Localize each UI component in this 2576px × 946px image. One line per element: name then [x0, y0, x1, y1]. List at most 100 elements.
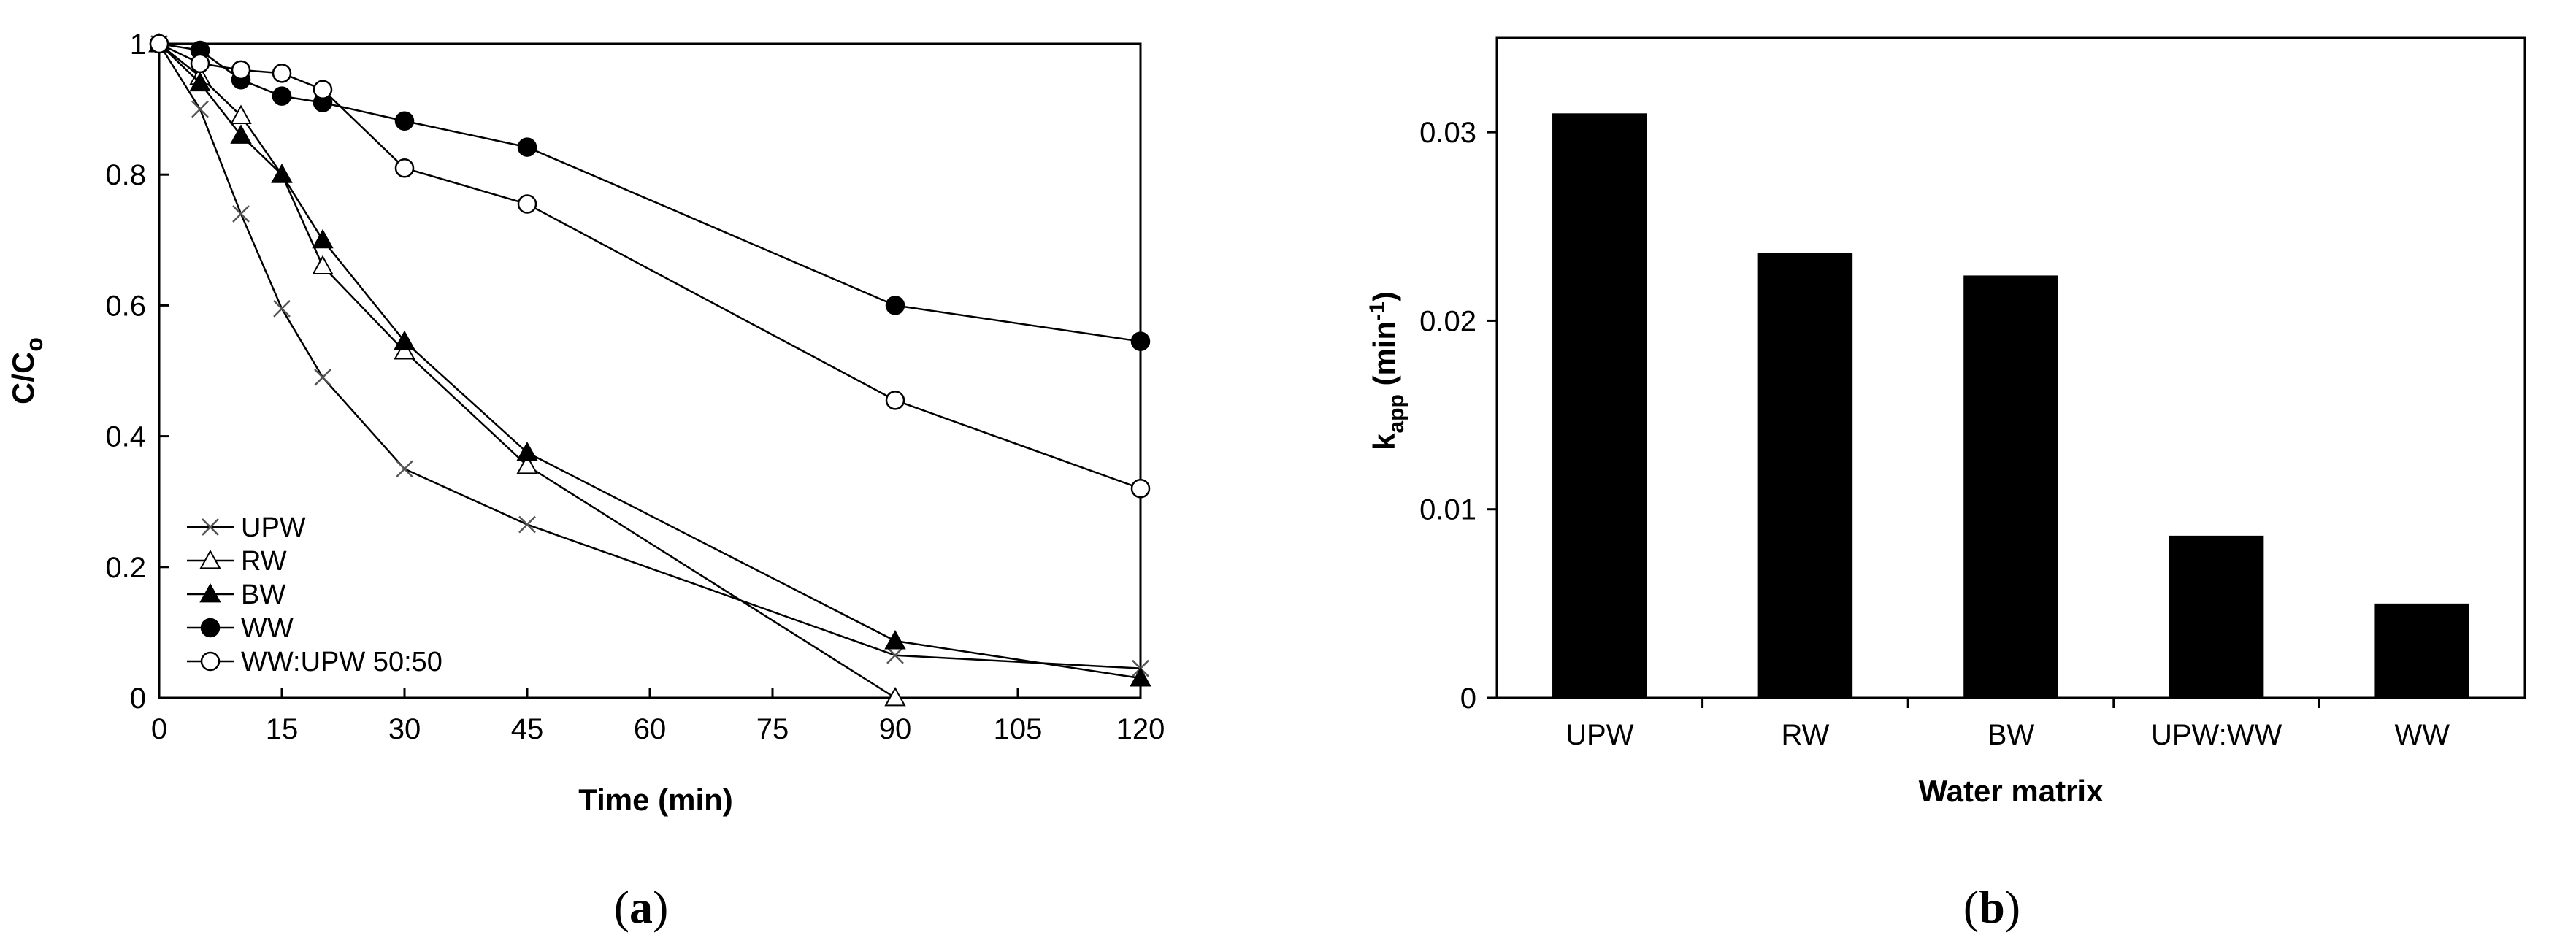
x-category-label: BW — [1987, 719, 2035, 751]
bar-upw — [1552, 113, 1647, 699]
legend-entry: RW — [187, 546, 287, 577]
legend-label: WW — [241, 613, 294, 644]
y-tick-label: 0.6 — [105, 290, 146, 322]
bar-upw-ww — [2169, 535, 2264, 698]
y-tick-label: 0 — [130, 682, 146, 715]
data-point-cross — [202, 518, 219, 536]
x-tick-label: 0 — [151, 713, 167, 745]
x-tick-label: 15 — [266, 713, 299, 745]
line-chart-panel: 0 15 30 45 60 75 90 105 120 0 0.2 0.4 0.6 0.8 1 UPWRW… — [6, 28, 1165, 933]
series-bw — [148, 32, 1151, 687]
data-point-circle — [200, 618, 221, 638]
y-tick-label: 0.01 — [1419, 494, 1476, 526]
data-point-circle — [394, 111, 415, 131]
x-tick-label: 75 — [756, 713, 789, 745]
y-axis-title-subscript: app — [1384, 394, 1408, 433]
data-point-circle — [1130, 479, 1151, 499]
series-group — [148, 32, 1151, 707]
data-point-triangle — [516, 441, 538, 461]
x-category-label: UPW — [1565, 719, 1634, 751]
data-point-circle — [231, 60, 251, 80]
x-axis-ticks: 0 15 30 45 60 75 90 105 120 — [151, 688, 1165, 745]
data-point-circle — [313, 80, 333, 99]
x-axis-categories: UPW RW BW UPW:WW WW — [1565, 698, 2450, 751]
y-tick-label: 0.2 — [105, 552, 146, 584]
data-point-triangle — [230, 124, 252, 144]
data-point-circle — [885, 391, 905, 410]
data-point-triangle — [394, 330, 415, 350]
data-point-cross — [886, 646, 904, 664]
data-point-triangle — [189, 72, 211, 92]
panel-label-a: (a) — [614, 881, 669, 933]
y-tick-label: 1 — [130, 28, 146, 61]
legend-label: BW — [241, 580, 285, 610]
data-point-cross — [191, 100, 209, 118]
y-axis-title-unit-exponent: -1 — [1365, 301, 1389, 321]
data-point-triangle — [199, 582, 221, 603]
y-tick-label: 0.4 — [105, 421, 146, 453]
legend-entry: UPW — [187, 512, 306, 543]
data-point-circle — [517, 194, 537, 214]
data-point-triangle — [884, 629, 906, 650]
plot-area-frame — [158, 42, 1142, 699]
y-axis-title-main: k — [1367, 433, 1401, 450]
data-point-triangle — [230, 104, 252, 124]
data-point-circle — [1130, 331, 1151, 351]
legend-entry: WW — [187, 613, 294, 644]
bar-bw — [1963, 275, 2058, 698]
panel-label-a-letter: a — [629, 881, 653, 933]
y-axis-ticks: 0 0.01 0.02 0.03 — [1419, 117, 1497, 715]
series-ww-upw-50-50 — [149, 34, 1151, 499]
bar-rw — [1757, 253, 1853, 699]
data-point-cross — [396, 460, 413, 478]
legend-label: UPW — [241, 512, 306, 543]
data-point-cross — [273, 299, 291, 318]
y-axis-ticks: 0 0.2 0.4 0.6 0.8 1 — [105, 28, 169, 715]
data-point-circle — [272, 86, 292, 106]
bar-ww — [2374, 603, 2469, 698]
y-tick-label: 0.8 — [105, 159, 146, 191]
legend-label: RW — [241, 546, 287, 577]
data-point-circle — [200, 651, 221, 672]
panel-label-b-letter: b — [1979, 881, 2005, 933]
data-point-circle — [517, 137, 537, 157]
panel-label-b: (b) — [1963, 881, 2020, 933]
y-axis-title: kapp (min-1) — [1365, 291, 1408, 450]
x-tick-label: 105 — [994, 713, 1043, 745]
y-axis-title-unit: (min — [1367, 321, 1401, 394]
y-tick-label: 0.02 — [1419, 305, 1476, 337]
data-point-triangle — [271, 164, 293, 183]
data-point-circle — [190, 53, 210, 74]
x-tick-label: 45 — [511, 713, 544, 745]
x-category-label: UPW:WW — [2151, 719, 2282, 751]
data-point-circle — [149, 34, 169, 54]
data-point-circle — [394, 158, 415, 178]
data-point-cross — [232, 205, 250, 223]
y-tick-label: 0 — [1460, 682, 1476, 715]
y-axis-title-main: C/C — [6, 352, 40, 404]
data-point-triangle — [199, 549, 221, 569]
data-point-cross — [314, 369, 331, 386]
series-line — [158, 42, 1141, 342]
series-line — [158, 43, 1141, 669]
x-tick-label: 120 — [1116, 713, 1165, 745]
data-point-triangle — [312, 228, 334, 249]
y-axis-title: C/Co — [6, 337, 47, 404]
data-point-triangle — [884, 686, 906, 707]
data-point-circle — [272, 64, 292, 83]
x-tick-label: 60 — [634, 713, 667, 745]
series-line — [158, 43, 1141, 680]
x-category-label: WW — [2394, 719, 2450, 751]
data-point-triangle — [1130, 667, 1151, 687]
series-upw — [150, 35, 1149, 677]
y-axis-title-subscript: o — [21, 337, 47, 352]
series-ww — [149, 34, 1151, 351]
bar-chart-panel: 0 0.01 0.02 0.03 UPW RW BW UPW:WW WW Water matr… — [1365, 36, 2526, 933]
series-line — [158, 42, 1141, 490]
data-point-triangle — [312, 255, 334, 275]
x-axis-title: Water matrix — [1919, 774, 2104, 808]
data-point-cross — [518, 515, 536, 534]
y-tick-label: 0.03 — [1419, 117, 1476, 149]
